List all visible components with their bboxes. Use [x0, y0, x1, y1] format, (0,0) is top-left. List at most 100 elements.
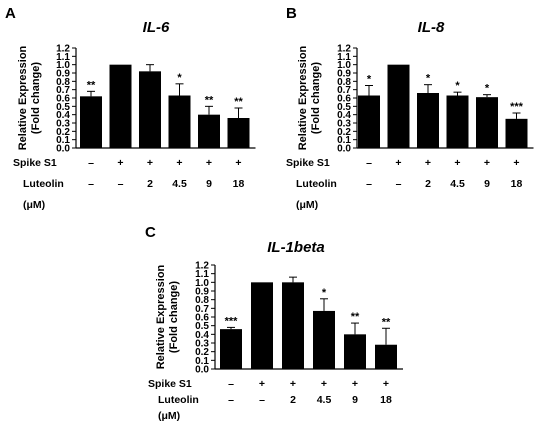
y-tick-label: 0.0	[337, 144, 351, 155]
bar	[375, 344, 397, 369]
y-tick-label: 0.1	[195, 356, 209, 367]
y-tick-label: 0.9	[56, 69, 70, 80]
spike-condition: +	[383, 378, 389, 390]
y-tick-label: 0.3	[56, 119, 70, 130]
y-tick-label: 0.9	[195, 287, 209, 298]
y-tick-label: 0.1	[56, 135, 70, 146]
y-tick-label: 1.1	[337, 52, 351, 63]
spike-row-label: Spike S1	[286, 157, 330, 169]
spike-condition: +	[206, 157, 212, 169]
luteolin-condition: 2	[425, 178, 431, 190]
chart-title: IL-1beta	[267, 239, 325, 256]
y-tick-label: 0.3	[195, 339, 209, 350]
significance-marker: ***	[225, 315, 239, 327]
y-tick-label: 0.4	[337, 110, 351, 121]
y-tick-label: 0.8	[337, 77, 351, 88]
spike-row-label: Spike S1	[148, 378, 192, 390]
y-tick-label: 0.8	[195, 295, 209, 306]
y-tick-label: 0.3	[337, 119, 351, 130]
luteolin-condition: 4.5	[317, 394, 332, 406]
spike-condition: +	[235, 157, 241, 169]
bar	[446, 95, 469, 148]
bar	[198, 114, 220, 148]
y-tick-label: 1.2	[195, 261, 209, 272]
unit-row-label: (μM)	[296, 199, 318, 211]
panel-label: A	[5, 5, 16, 22]
y-tick-label: 0.0	[56, 144, 70, 155]
bar	[313, 310, 335, 369]
significance-marker: **	[351, 311, 360, 323]
significance-marker: *	[426, 73, 431, 85]
luteolin-condition: 2	[147, 178, 153, 190]
bar	[227, 118, 250, 148]
spike-row-label: Spike S1	[13, 157, 57, 169]
luteolin-condition: 9	[484, 178, 490, 190]
spike-condition: +	[352, 378, 358, 390]
spike-condition: +	[484, 157, 490, 169]
y-tick-label: 0.4	[56, 110, 70, 121]
spike-condition: +	[117, 157, 123, 169]
y-tick-label: 0.7	[195, 304, 209, 315]
y-tick-label: 0.2	[195, 347, 209, 358]
significance-marker: *	[177, 72, 182, 84]
y-tick-label: 1.0	[337, 60, 351, 71]
y-tick-label: 1.1	[195, 269, 209, 280]
luteolin-condition: 18	[233, 178, 245, 190]
y-tick-label: 0.2	[337, 127, 351, 138]
unit-row-label: (μM)	[158, 410, 180, 422]
y-tick-label: 0.5	[56, 102, 70, 113]
spike-condition: +	[259, 378, 265, 390]
significance-marker: **	[234, 96, 243, 108]
chart-title: IL-6	[143, 19, 170, 36]
y-tick-label: 1.0	[195, 278, 209, 289]
bar	[417, 93, 439, 148]
y-axis-label: Relative Expression	[17, 45, 29, 150]
spike-condition: +	[176, 157, 182, 169]
y-axis-label: Relative Expression	[297, 45, 309, 150]
bar	[282, 282, 304, 369]
luteolin-condition: 9	[352, 394, 358, 406]
chart-panel-A: A IL-6 Relative Expression (Fold change) 0.0…	[5, 5, 256, 211]
y-tick-label: 0.0	[195, 365, 209, 376]
spike-condition: +	[321, 378, 327, 390]
y-tick-label: 0.1	[337, 135, 351, 146]
y-tick-label: 0.6	[337, 94, 351, 105]
significance-marker: **	[205, 94, 214, 106]
bar	[168, 95, 191, 148]
y-tick-label: 0.6	[56, 94, 70, 105]
luteolin-condition: –	[259, 394, 265, 406]
y-tick-label: 0.9	[337, 69, 351, 80]
luteolin-condition: 2	[290, 394, 296, 406]
luteolin-row-label: Luteolin	[158, 394, 199, 406]
bar	[251, 282, 273, 369]
y-tick-label: 1.1	[56, 52, 70, 63]
y-tick-label: 0.6	[195, 313, 209, 324]
y-tick-label: 1.0	[56, 60, 70, 71]
luteolin-condition: –	[366, 178, 372, 190]
y-tick-label: 0.2	[56, 127, 70, 138]
bar	[109, 64, 132, 148]
luteolin-condition: 18	[511, 178, 523, 190]
y-axis-label: (Fold change)	[30, 62, 42, 134]
y-tick-label: 0.5	[195, 321, 209, 332]
luteolin-condition: –	[228, 394, 234, 406]
spike-condition: +	[425, 157, 431, 169]
bar	[358, 95, 380, 148]
panel-label: C	[145, 224, 156, 241]
bar	[80, 96, 102, 148]
luteolin-condition: 9	[206, 178, 212, 190]
chart-panel-B: B IL-8 Relative Expression (Fold change) 0.0…	[286, 5, 534, 211]
significance-marker: *	[322, 287, 327, 299]
significance-marker: **	[87, 79, 96, 91]
spike-condition: +	[290, 378, 296, 390]
spike-condition: –	[88, 157, 94, 169]
significance-marker: ***	[510, 101, 524, 113]
bar	[344, 334, 366, 369]
luteolin-row-label: Luteolin	[296, 178, 337, 190]
luteolin-condition: 4.5	[172, 178, 187, 190]
y-tick-label: 0.4	[195, 330, 209, 341]
y-axis-label: Relative Expression	[155, 264, 167, 369]
luteolin-condition: –	[396, 178, 402, 190]
bar	[139, 71, 161, 148]
unit-row-label: (μM)	[23, 199, 45, 211]
